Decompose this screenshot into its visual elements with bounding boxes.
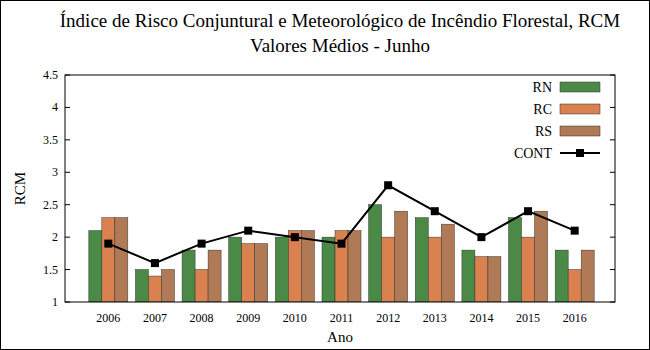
x-tick-label: 2006 [96,311,120,325]
x-tick-label: 2016 [563,311,587,325]
y-axis-label: RCM [12,172,28,205]
marker [291,233,299,241]
bar [462,250,475,302]
bar [581,250,594,302]
bar [535,211,548,302]
legend-label: RC [533,102,552,117]
y-tick-label: 1 [52,295,58,309]
y-tick [610,107,615,108]
bar [182,250,195,302]
bar [555,250,568,302]
legend-swatch [560,82,600,92]
x-tick-label: 2009 [236,311,260,325]
bar [568,270,581,302]
bar [135,270,148,302]
y-tick [65,269,70,270]
bar [395,211,408,302]
y-tick-label: 2 [52,230,58,244]
bar [229,237,242,302]
bar [275,237,288,302]
plot-area [89,181,594,302]
bar [255,244,268,302]
marker [151,259,159,267]
bar [488,257,501,302]
y-tick-label: 4 [52,100,58,114]
marker [431,207,439,215]
marker [104,240,112,248]
bar [335,231,348,302]
y-tick [610,139,615,140]
x-axis-label: Ano [327,329,353,345]
line [108,185,574,263]
plot-frame [65,75,615,302]
y-tick [610,237,615,238]
legend-label: CONT [514,146,553,161]
x-tick-label: 2014 [469,311,493,325]
y-tick [65,204,70,205]
marker [524,207,532,215]
legend-label: RN [533,80,552,95]
x-tick-label: 2013 [423,311,447,325]
x-tick-label: 2011 [330,311,354,325]
bar [102,218,115,302]
legend-swatch [560,104,600,114]
legend-swatch [560,126,600,136]
y-tick-label: 1.5 [43,263,58,277]
legend-swatch [576,149,584,157]
bar [161,270,174,302]
bar [288,231,301,302]
y-tick-label: 2.5 [43,198,58,212]
y-tick-label: 3.5 [43,133,58,147]
bar [415,218,428,302]
bar [348,231,361,302]
marker [384,181,392,189]
y-tick [65,107,70,108]
outer-frame [1,1,650,350]
marker [338,240,346,248]
y-tick-label: 3 [52,165,58,179]
legend-label: RS [535,124,552,139]
bar [428,237,441,302]
x-tick-label: 2010 [283,311,307,325]
y-tick [610,269,615,270]
x-tick-label: 2008 [190,311,214,325]
y-tick-label: 4.5 [43,68,58,82]
bar [89,231,102,302]
marker [244,227,252,235]
x-tick-label: 2015 [516,311,540,325]
x-tick-label: 2012 [376,311,400,325]
subtitle: Valores Médios - Junho [250,35,430,56]
y-tick [65,237,70,238]
bar [242,244,255,302]
marker [571,227,579,235]
bar [509,218,522,302]
bar [369,205,382,302]
x-tick-label: 2007 [143,311,167,325]
bar [208,250,221,302]
y-tick [610,204,615,205]
bar [322,237,335,302]
title: Índice de Risco Conjuntural e Meteorológ… [60,10,620,31]
marker [477,233,485,241]
bar [195,270,208,302]
marker [198,240,206,248]
chart: Índice de Risco Conjuntural e Meteorológ… [0,0,650,350]
bar [148,276,161,302]
bar [301,231,314,302]
bar [441,224,454,302]
bar [382,237,395,302]
y-tick [65,172,70,173]
y-tick [610,172,615,173]
y-tick [65,139,70,140]
bar [475,257,488,302]
bar [115,218,128,302]
bar [522,237,535,302]
